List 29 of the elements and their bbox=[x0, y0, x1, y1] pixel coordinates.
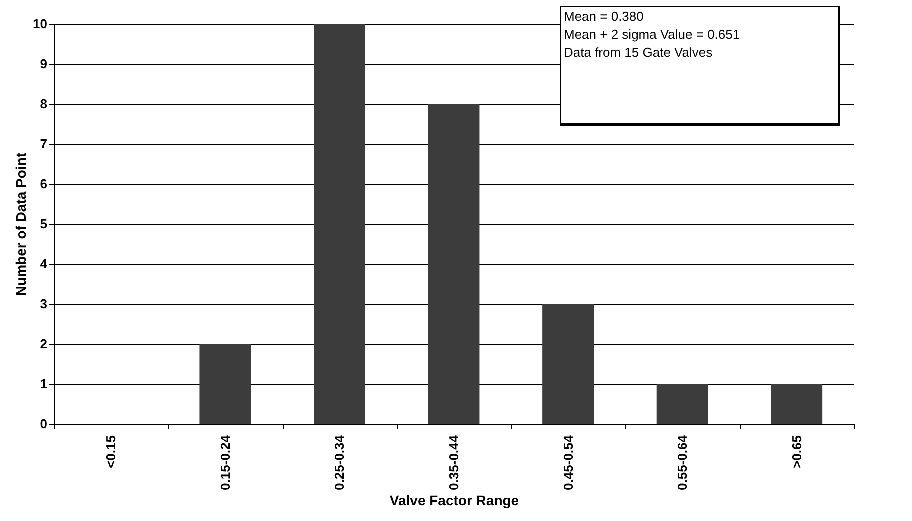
x-tick-label: <0.15 bbox=[104, 436, 119, 468]
bar bbox=[200, 344, 252, 424]
y-tick-label: 4 bbox=[40, 256, 48, 272]
y-tick-label: 5 bbox=[40, 216, 48, 232]
y-tick-label: 2 bbox=[40, 336, 48, 352]
y-tick-label: 1 bbox=[40, 376, 48, 392]
y-tick-label: 7 bbox=[40, 136, 48, 152]
y-tick-label: 10 bbox=[33, 16, 48, 32]
y-tick-label: 8 bbox=[40, 96, 48, 112]
x-tick-label: 0.55-0.64 bbox=[675, 434, 690, 490]
x-tick-label: >0.65 bbox=[789, 436, 804, 468]
bar bbox=[542, 304, 594, 424]
x-tick-label: 0.35-0.44 bbox=[446, 434, 462, 490]
y-tick-label: 6 bbox=[40, 176, 48, 192]
y-tick-label: 0 bbox=[40, 416, 48, 432]
text-box: Mean = 0.380 Mean + 2 sigma Value = 0.651 Data from 15 Gate Valves bbox=[560, 6, 840, 126]
x-tick-label: 0.15-0.24 bbox=[218, 434, 233, 490]
bar bbox=[771, 384, 823, 424]
x-tick-label: 0.45-0.54 bbox=[560, 434, 576, 490]
y-tick-label: 9 bbox=[40, 56, 48, 72]
x-tick-label: 0.25-0.34 bbox=[332, 434, 348, 490]
annotation: Mean + 2 sigma Value = 0.651 bbox=[564, 26, 742, 44]
x-axis-title: Valve Factor Range bbox=[390, 492, 520, 508]
bar bbox=[656, 384, 708, 424]
bar bbox=[314, 24, 366, 424]
y-axis-title: Number of Data Point bbox=[13, 152, 30, 296]
y-tick-label: 3 bbox=[40, 296, 48, 312]
annotation: Data from 15 Gate Valves bbox=[564, 44, 714, 62]
bar bbox=[428, 104, 480, 424]
